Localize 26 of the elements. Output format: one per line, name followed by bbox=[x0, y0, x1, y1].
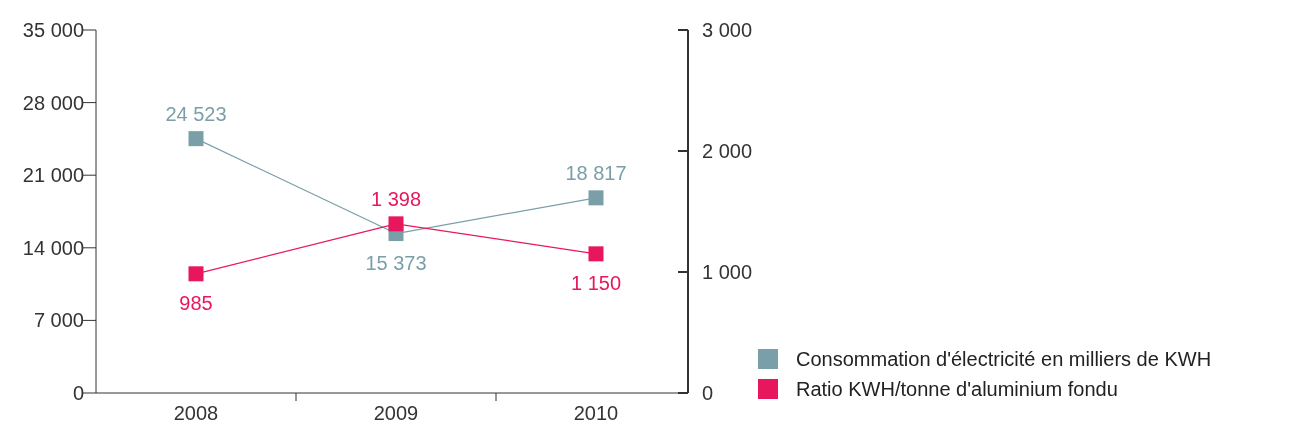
y-tick-label: 14 000 bbox=[22, 236, 84, 259]
legend-label: Ratio KWH/tonne d'aluminium fondu bbox=[796, 378, 1118, 400]
point bbox=[388, 216, 404, 232]
data-label: 18 817 bbox=[565, 161, 627, 184]
data-label: 985 bbox=[179, 291, 213, 314]
point bbox=[188, 266, 204, 282]
legend-label: Consommation d'électricité en milliers de KWH bbox=[796, 348, 1212, 370]
y2-tick-label: 1 000 bbox=[702, 261, 753, 283]
x-tick-label: 2009 bbox=[373, 402, 419, 424]
data-label: 1 150 bbox=[570, 271, 622, 294]
data-label: 24 523 bbox=[165, 102, 227, 125]
x-tick-label: 2008 bbox=[173, 402, 219, 424]
point bbox=[588, 246, 604, 262]
y2-tick-label: 0 bbox=[702, 382, 714, 404]
y2-tick-label: 3 000 bbox=[702, 19, 753, 41]
y-tick-label: 21 000 bbox=[22, 164, 84, 187]
data-label: 1 398 bbox=[370, 187, 422, 210]
point bbox=[188, 131, 204, 147]
y-tick-label: 7 000 bbox=[33, 309, 84, 332]
y-tick-label: 28 000 bbox=[22, 91, 84, 114]
y-tick-label: 0 bbox=[72, 382, 84, 404]
x-tick-label: 2010 bbox=[573, 402, 619, 424]
data-label: 15 373 bbox=[365, 251, 427, 274]
point bbox=[588, 190, 604, 206]
y-tick-label: 35 000 bbox=[22, 19, 84, 41]
y2-tick-label: 2 000 bbox=[702, 140, 753, 162]
